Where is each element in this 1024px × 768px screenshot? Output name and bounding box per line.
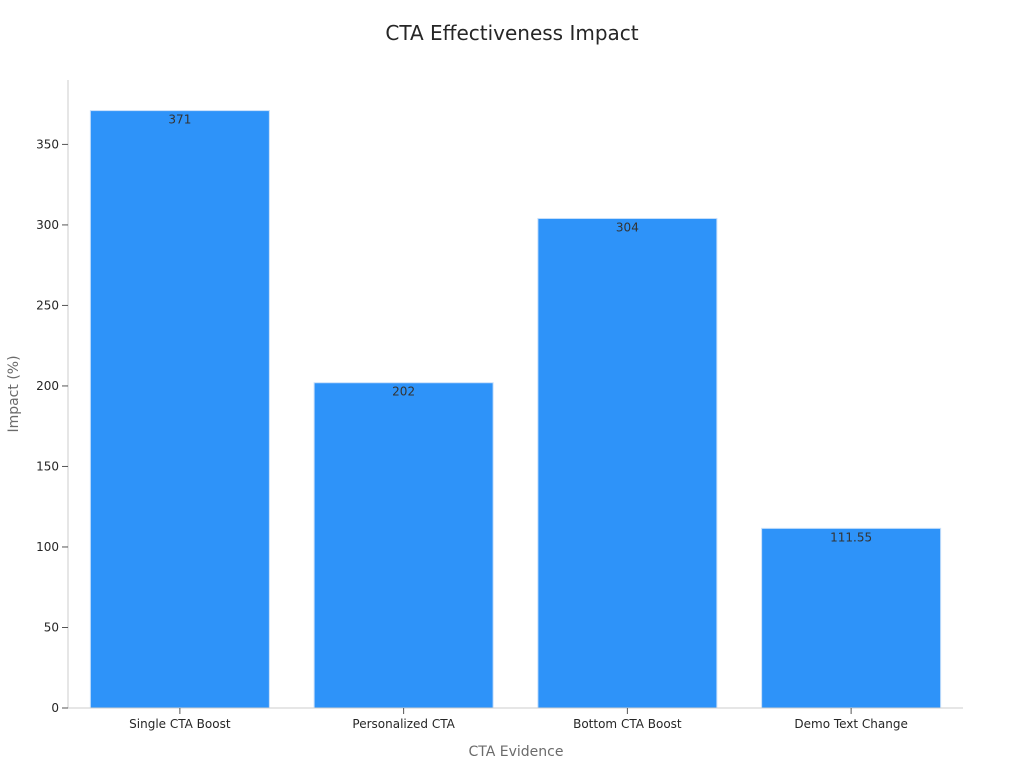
bars-layer — [89, 110, 942, 709]
x-axis-ticks: Single CTA Boost Personalized CTA Bottom C… — [129, 708, 908, 731]
x-tick-label: Single CTA Boost — [129, 717, 231, 731]
bar-data-label: 304 — [616, 220, 639, 234]
chart-title: CTA Effectiveness Impact — [385, 21, 638, 45]
y-tick-label: 100 — [36, 540, 59, 554]
bar-data-label: 202 — [392, 385, 415, 399]
y-tick-label: 250 — [36, 298, 59, 312]
bar — [761, 527, 942, 709]
x-axis-label: CTA Evidence — [469, 744, 564, 760]
bar — [313, 382, 494, 709]
y-axis-ticks: 0 50 100 150 200 250 300 350 — [36, 137, 68, 715]
y-tick-label: 150 — [36, 459, 59, 473]
x-tick-label: Personalized CTA — [352, 717, 455, 731]
bar-data-label: 371 — [168, 113, 191, 127]
x-tick-label: Bottom CTA Boost — [573, 717, 682, 731]
y-tick-label: 0 — [51, 701, 59, 715]
x-tick-label: Demo Text Change — [794, 717, 908, 731]
y-tick-label: 300 — [36, 218, 59, 232]
y-tick-label: 50 — [44, 620, 59, 634]
y-tick-label: 350 — [36, 137, 59, 151]
data-labels-layer: 371 202 304 111.55 — [168, 113, 872, 545]
y-tick-label: 200 — [36, 379, 59, 393]
bar-data-label: 111.55 — [830, 530, 872, 544]
bar — [537, 217, 718, 709]
y-axis-label: Impact (%) — [6, 355, 22, 432]
bar — [89, 110, 270, 709]
